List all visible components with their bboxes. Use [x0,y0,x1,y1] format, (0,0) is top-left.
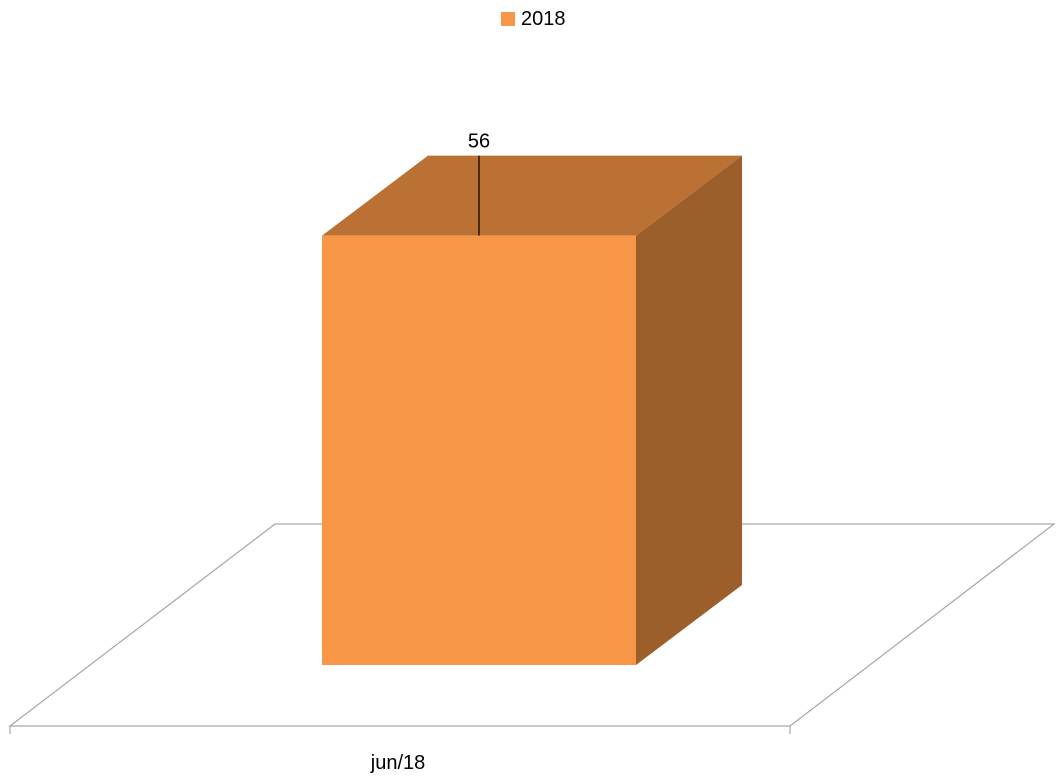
bar-top-face [322,155,742,236]
data-label: 56 [468,131,490,153]
legend: 2018 [501,8,566,30]
x-tick-label: jun/18 [370,752,426,774]
bars-group: 56 [322,131,742,665]
bar-side-face [636,155,742,665]
legend-swatch-2018 [501,12,515,26]
legend-label-2018: 2018 [521,8,566,30]
bar-jun/18 [322,235,636,665]
